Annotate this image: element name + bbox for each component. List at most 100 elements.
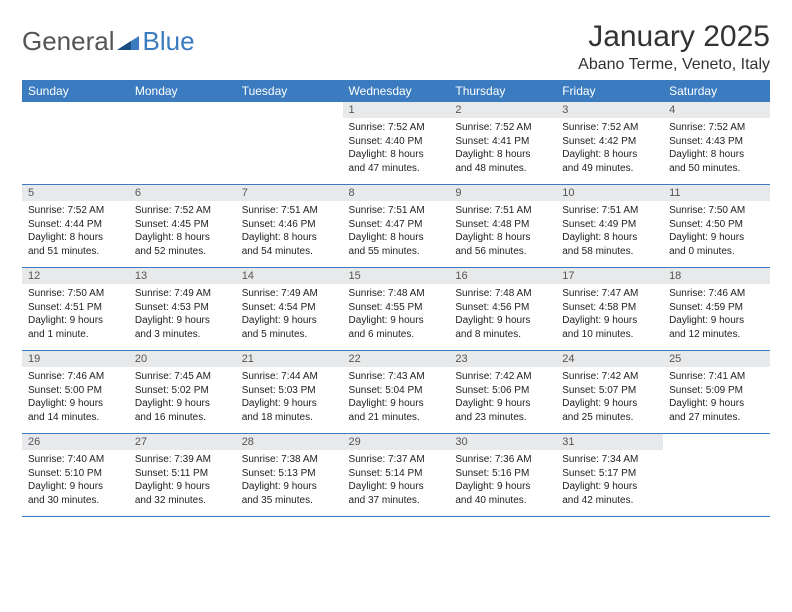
calendar-cell: 16Sunrise: 7:48 AMSunset: 4:56 PMDayligh…: [449, 268, 556, 351]
sunset-text: Sunset: 4:59 PM: [669, 301, 764, 315]
calendar-cell: [22, 102, 129, 185]
daylight-text: and 8 minutes.: [455, 328, 550, 342]
page-header: General Blue January 2025 Abano Terme, V…: [22, 20, 770, 74]
weekday-header: Saturday: [663, 80, 770, 102]
day-number: 25: [663, 351, 770, 367]
sunset-text: Sunset: 4:53 PM: [135, 301, 230, 315]
day-number: 18: [663, 268, 770, 284]
calendar-cell: 12Sunrise: 7:50 AMSunset: 4:51 PMDayligh…: [22, 268, 129, 351]
day-number: 15: [343, 268, 450, 284]
day-number: 3: [556, 102, 663, 118]
day-details: Sunrise: 7:51 AMSunset: 4:49 PMDaylight:…: [556, 201, 663, 267]
calendar-body: 1Sunrise: 7:52 AMSunset: 4:40 PMDaylight…: [22, 102, 770, 517]
sunrise-text: Sunrise: 7:48 AM: [455, 287, 550, 301]
day-details: Sunrise: 7:44 AMSunset: 5:03 PMDaylight:…: [236, 367, 343, 433]
daylight-text: and 23 minutes.: [455, 411, 550, 425]
calendar-cell: [236, 102, 343, 185]
calendar-cell: 31Sunrise: 7:34 AMSunset: 5:17 PMDayligh…: [556, 434, 663, 517]
day-number: 26: [22, 434, 129, 450]
sunrise-text: Sunrise: 7:34 AM: [562, 453, 657, 467]
day-details: Sunrise: 7:34 AMSunset: 5:17 PMDaylight:…: [556, 450, 663, 516]
daylight-text: Daylight: 9 hours: [242, 314, 337, 328]
day-details: Sunrise: 7:49 AMSunset: 4:53 PMDaylight:…: [129, 284, 236, 350]
calendar-cell: 18Sunrise: 7:46 AMSunset: 4:59 PMDayligh…: [663, 268, 770, 351]
daylight-text: and 49 minutes.: [562, 162, 657, 176]
sunset-text: Sunset: 4:46 PM: [242, 218, 337, 232]
calendar-cell: [129, 102, 236, 185]
day-details: Sunrise: 7:47 AMSunset: 4:58 PMDaylight:…: [556, 284, 663, 350]
day-number: 17: [556, 268, 663, 284]
daylight-text: Daylight: 9 hours: [242, 480, 337, 494]
sunset-text: Sunset: 5:06 PM: [455, 384, 550, 398]
day-details: Sunrise: 7:48 AMSunset: 4:56 PMDaylight:…: [449, 284, 556, 350]
day-number: 19: [22, 351, 129, 367]
daylight-text: Daylight: 9 hours: [562, 480, 657, 494]
daylight-text: Daylight: 8 hours: [669, 148, 764, 162]
weekday-header: Tuesday: [236, 80, 343, 102]
daylight-text: and 48 minutes.: [455, 162, 550, 176]
sunrise-text: Sunrise: 7:50 AM: [28, 287, 123, 301]
calendar-row: 1Sunrise: 7:52 AMSunset: 4:40 PMDaylight…: [22, 102, 770, 185]
daylight-text: and 10 minutes.: [562, 328, 657, 342]
daylight-text: Daylight: 8 hours: [349, 148, 444, 162]
daylight-text: Daylight: 8 hours: [562, 148, 657, 162]
sunset-text: Sunset: 5:09 PM: [669, 384, 764, 398]
daylight-text: and 58 minutes.: [562, 245, 657, 259]
daylight-text: Daylight: 9 hours: [135, 314, 230, 328]
day-details: Sunrise: 7:46 AMSunset: 5:00 PMDaylight:…: [22, 367, 129, 433]
daylight-text: Daylight: 9 hours: [349, 314, 444, 328]
sunrise-text: Sunrise: 7:43 AM: [349, 370, 444, 384]
daylight-text: and 1 minute.: [28, 328, 123, 342]
calendar-row: 26Sunrise: 7:40 AMSunset: 5:10 PMDayligh…: [22, 434, 770, 517]
day-number: 24: [556, 351, 663, 367]
day-number: 8: [343, 185, 450, 201]
day-number: 5: [22, 185, 129, 201]
daylight-text: Daylight: 8 hours: [349, 231, 444, 245]
weekday-header: Sunday: [22, 80, 129, 102]
sunrise-text: Sunrise: 7:46 AM: [669, 287, 764, 301]
calendar-table: SundayMondayTuesdayWednesdayThursdayFrid…: [22, 80, 770, 517]
day-details: Sunrise: 7:52 AMSunset: 4:41 PMDaylight:…: [449, 118, 556, 184]
sunrise-text: Sunrise: 7:52 AM: [135, 204, 230, 218]
sunrise-text: Sunrise: 7:50 AM: [669, 204, 764, 218]
calendar-header: SundayMondayTuesdayWednesdayThursdayFrid…: [22, 80, 770, 102]
sunset-text: Sunset: 5:17 PM: [562, 467, 657, 481]
daylight-text: and 5 minutes.: [242, 328, 337, 342]
sunrise-text: Sunrise: 7:52 AM: [455, 121, 550, 135]
sunset-text: Sunset: 4:51 PM: [28, 301, 123, 315]
sunset-text: Sunset: 5:07 PM: [562, 384, 657, 398]
day-number: 12: [22, 268, 129, 284]
day-number: 23: [449, 351, 556, 367]
calendar-cell: 14Sunrise: 7:49 AMSunset: 4:54 PMDayligh…: [236, 268, 343, 351]
daylight-text: Daylight: 8 hours: [455, 148, 550, 162]
daylight-text: and 27 minutes.: [669, 411, 764, 425]
calendar-cell: 8Sunrise: 7:51 AMSunset: 4:47 PMDaylight…: [343, 185, 450, 268]
calendar-cell: 30Sunrise: 7:36 AMSunset: 5:16 PMDayligh…: [449, 434, 556, 517]
day-details: Sunrise: 7:52 AMSunset: 4:43 PMDaylight:…: [663, 118, 770, 184]
day-details: Sunrise: 7:40 AMSunset: 5:10 PMDaylight:…: [22, 450, 129, 516]
day-number: 31: [556, 434, 663, 450]
daylight-text: Daylight: 9 hours: [349, 397, 444, 411]
day-details: Sunrise: 7:37 AMSunset: 5:14 PMDaylight:…: [343, 450, 450, 516]
daylight-text: Daylight: 9 hours: [28, 397, 123, 411]
sunrise-text: Sunrise: 7:49 AM: [242, 287, 337, 301]
sunrise-text: Sunrise: 7:51 AM: [455, 204, 550, 218]
calendar-cell: 25Sunrise: 7:41 AMSunset: 5:09 PMDayligh…: [663, 351, 770, 434]
calendar-cell: 27Sunrise: 7:39 AMSunset: 5:11 PMDayligh…: [129, 434, 236, 517]
day-details: Sunrise: 7:50 AMSunset: 4:50 PMDaylight:…: [663, 201, 770, 267]
daylight-text: Daylight: 9 hours: [669, 397, 764, 411]
daylight-text: and 3 minutes.: [135, 328, 230, 342]
sunset-text: Sunset: 4:48 PM: [455, 218, 550, 232]
sunset-text: Sunset: 5:13 PM: [242, 467, 337, 481]
daylight-text: and 37 minutes.: [349, 494, 444, 508]
calendar-cell: 1Sunrise: 7:52 AMSunset: 4:40 PMDaylight…: [343, 102, 450, 185]
daylight-text: Daylight: 9 hours: [28, 480, 123, 494]
daylight-text: Daylight: 9 hours: [455, 314, 550, 328]
month-title: January 2025: [578, 20, 770, 54]
sunset-text: Sunset: 5:16 PM: [455, 467, 550, 481]
calendar-cell: 2Sunrise: 7:52 AMSunset: 4:41 PMDaylight…: [449, 102, 556, 185]
calendar-cell: 5Sunrise: 7:52 AMSunset: 4:44 PMDaylight…: [22, 185, 129, 268]
day-number: 10: [556, 185, 663, 201]
daylight-text: Daylight: 8 hours: [135, 231, 230, 245]
day-number: 30: [449, 434, 556, 450]
